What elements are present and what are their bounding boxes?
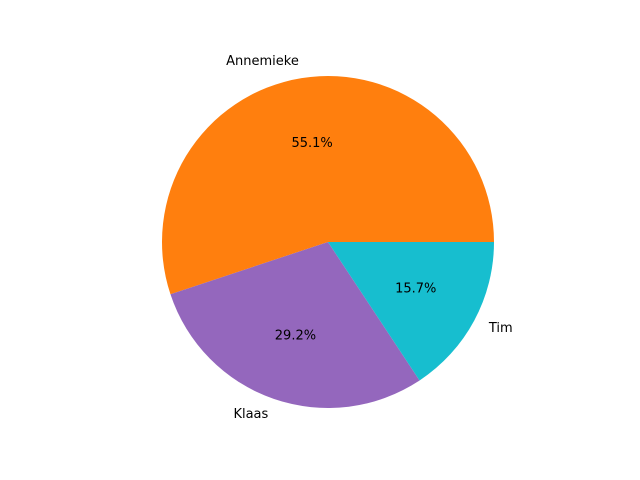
slice-percent-tim: 15.7% bbox=[395, 282, 436, 297]
pie-slice-annemieke bbox=[161, 75, 494, 295]
slice-label-tim: Tim bbox=[488, 321, 513, 336]
slice-label-klaas: Klaas bbox=[233, 407, 268, 422]
pie-slices bbox=[161, 75, 494, 408]
slice-percent-annemieke: 55.1% bbox=[291, 136, 332, 151]
slice-label-annemieke: Annemieke bbox=[226, 54, 299, 69]
slice-percent-klaas: 29.2% bbox=[275, 329, 316, 344]
pie-slice-tim bbox=[328, 242, 494, 381]
pie-labels: Annemieke 55.1% Klaas 29.2% Tim 15.7% bbox=[226, 54, 513, 422]
pie-slice-klaas bbox=[170, 242, 420, 408]
